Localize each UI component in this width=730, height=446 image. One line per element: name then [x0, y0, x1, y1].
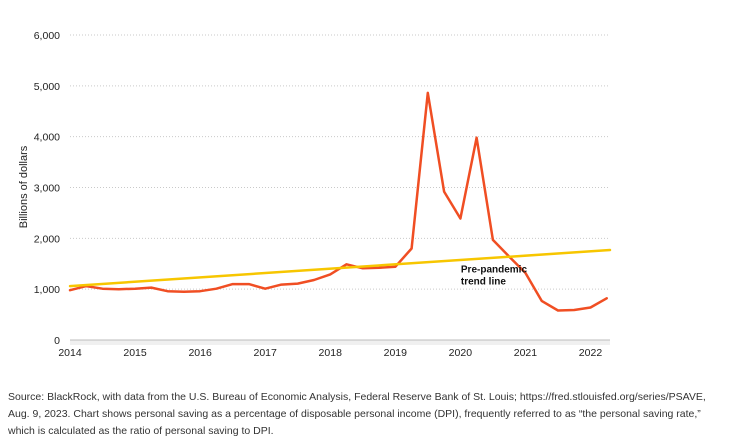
saving-data-point: [378, 267, 380, 269]
saving-data-point: [150, 286, 153, 289]
x-tick-label: 2020: [449, 347, 473, 359]
x-axis-band: [70, 340, 610, 345]
x-tick-label: 2022: [579, 347, 603, 359]
saving-data-point: [329, 273, 332, 276]
x-tick-label: 2019: [384, 347, 408, 359]
y-axis-ticks: 0 1,000 2,000 3,000 4,000 5,000 6,000: [34, 30, 60, 347]
saving-data-point: [118, 288, 120, 291]
y-tick-label: 5,000: [34, 81, 60, 93]
y-tick-label: 3,000: [34, 183, 60, 195]
series-layer: [68, 91, 612, 312]
saving-data-point: [215, 287, 218, 290]
saving-data-point: [199, 290, 201, 293]
trend-line-annotation: Pre-pandemic trend line: [461, 264, 528, 287]
saving-data-point: [394, 266, 397, 268]
saving-data-point: [573, 309, 575, 311]
saving-data-point: [605, 297, 608, 300]
saving-data-point: [459, 217, 462, 220]
saving-data-point: [101, 287, 104, 290]
saving-data-point: [248, 283, 250, 285]
saving-data-point: [492, 239, 494, 241]
saving-data-point: [443, 190, 445, 193]
trend-data-point: [609, 249, 611, 251]
saving-data-point: [280, 283, 283, 286]
x-axis-ticks: 2014 2015 2016 2017 2018 2019 2020 2021 2022: [58, 347, 602, 359]
gridlines: [70, 34, 610, 341]
saving-data-point: [231, 283, 234, 285]
x-tick-label: 2016: [188, 347, 212, 359]
saving-data-point: [134, 287, 136, 290]
y-tick-label: 6,000: [34, 30, 60, 42]
saving-data-point: [589, 306, 592, 309]
x-tick-label: 2021: [514, 347, 538, 359]
saving-data-point: [313, 279, 315, 281]
saving-data-point: [410, 247, 413, 250]
trend-line: [68, 248, 612, 288]
source-note: Source: BlackRock, with data from the U.…: [8, 391, 706, 437]
x-tick-label: 2018: [319, 347, 343, 359]
x-tick-label: 2014: [58, 347, 82, 359]
saving-data-point: [183, 290, 185, 293]
saving-data-point: [69, 289, 71, 292]
y-tick-label: 1,000: [34, 284, 60, 296]
saving-data-point: [296, 282, 299, 285]
saving-data-point: [264, 287, 267, 290]
saving-data-point: [524, 272, 527, 274]
trend-data-point: [69, 285, 71, 287]
saving-data-point: [557, 309, 559, 312]
saving-data-point: [475, 136, 478, 139]
annotations: Pre-pandemic trend line: [461, 264, 528, 287]
x-tick-label: 2017: [254, 347, 278, 359]
y-tick-label: 2,000: [34, 233, 60, 245]
saving-data-point: [540, 300, 543, 302]
saving-data-point: [345, 263, 348, 266]
line-chart: 0 1,000 2,000 3,000 4,000 5,000 6,000 2014 2015…: [18, 30, 612, 359]
personal-saving-line: [68, 91, 608, 312]
saving-data-point: [362, 267, 364, 270]
x-tick-label: 2015: [123, 347, 147, 359]
y-axis-title: Billions of dollars: [18, 145, 30, 228]
y-tick-label: 0: [54, 335, 60, 347]
saving-data-point: [427, 92, 429, 94]
saving-data-point: [166, 290, 169, 293]
y-tick-label: 4,000: [34, 132, 60, 144]
